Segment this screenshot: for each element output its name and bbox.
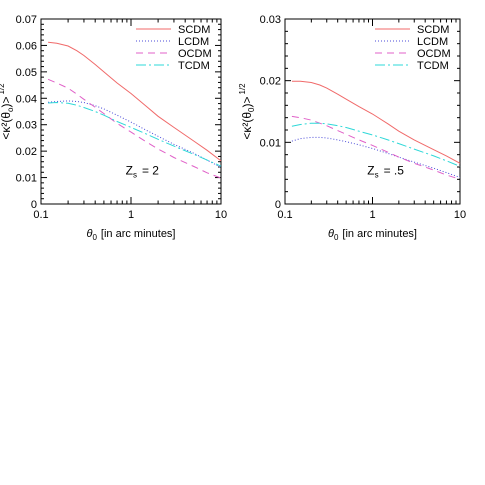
series-line-tcdm — [291, 122, 461, 167]
legend-label-ocdm: OCDM — [417, 48, 451, 60]
x-tick-label: 1 — [128, 209, 134, 221]
redshift-annotation: Zs = 2 — [126, 163, 160, 179]
x-tick-label: 0.1 — [277, 209, 292, 221]
y-tick-label: 0 — [31, 199, 37, 211]
x-axis-label: θ0 [in arc minutes] — [328, 228, 417, 242]
y-tick-label: 0.03 — [260, 14, 281, 26]
left-chart-panel: 0 0.01 0.02 0.03 0.04 0.05 0.06 0.07 0.1 1 10 SCDML… — [0, 14, 227, 242]
legend-label-lcdm: LCDM — [417, 36, 448, 48]
x-tick-label: 10 — [215, 209, 227, 221]
x-tick-label: 10 — [454, 209, 466, 221]
y-tick-label: 0.06 — [16, 40, 37, 52]
y-tick-label: 0.07 — [16, 14, 37, 26]
series-line-tcdm — [48, 101, 222, 167]
x-tick-label: 1 — [369, 209, 375, 221]
series-line-ocdm — [291, 115, 461, 180]
y-tick-label: 0.01 — [260, 137, 281, 149]
y-tick-label: 0.05 — [16, 67, 37, 79]
legend-label-ocdm: OCDM — [178, 48, 212, 60]
legend-label-tcdm: TCDM — [178, 60, 210, 72]
legend-label-scdm: SCDM — [417, 24, 449, 36]
y-axis-label: <κ²(θ0)>1/2 — [238, 83, 256, 140]
redshift-annotation: Zs = .5 — [367, 163, 404, 179]
x-tick-label: 0.1 — [33, 209, 48, 221]
legend-label-tcdm: TCDM — [417, 60, 449, 72]
y-tick-label: 0.03 — [16, 120, 37, 132]
y-tick-label: 0 — [275, 199, 281, 211]
y-axis-label: <κ²(θo)>1/2 — [0, 83, 15, 140]
legend-label-scdm: SCDM — [178, 24, 210, 36]
legend-label-lcdm: LCDM — [178, 36, 209, 48]
y-tick-label: 0.02 — [260, 76, 281, 88]
series-line-scdm — [48, 41, 222, 162]
y-tick-label: 0.04 — [16, 93, 37, 105]
y-tick-label: 0.01 — [16, 173, 37, 185]
x-axis-label: θ0 [in arc minutes] — [86, 228, 175, 242]
y-tick-label: 0.02 — [16, 146, 37, 158]
series-line-ocdm — [47, 78, 222, 179]
series-line-lcdm — [48, 100, 222, 168]
series-line-scdm — [291, 80, 461, 164]
